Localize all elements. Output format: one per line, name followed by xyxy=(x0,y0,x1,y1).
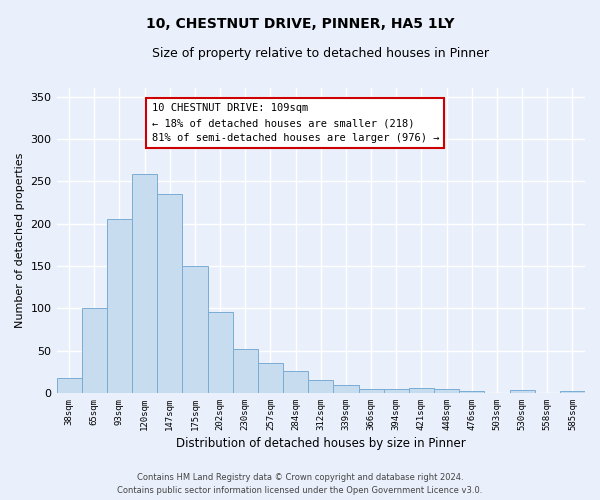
Bar xyxy=(107,220,132,393)
Bar xyxy=(182,266,208,393)
Bar xyxy=(233,349,258,393)
X-axis label: Distribution of detached houses by size in Pinner: Distribution of detached houses by size … xyxy=(176,437,466,450)
Bar xyxy=(383,388,409,393)
Bar xyxy=(409,388,434,393)
Bar xyxy=(509,390,535,393)
Y-axis label: Number of detached properties: Number of detached properties xyxy=(15,153,25,328)
Bar xyxy=(359,388,383,393)
Bar xyxy=(56,378,82,393)
Bar xyxy=(560,392,585,393)
Bar xyxy=(208,312,233,393)
Bar xyxy=(459,392,484,393)
Text: 10, CHESTNUT DRIVE, PINNER, HA5 1LY: 10, CHESTNUT DRIVE, PINNER, HA5 1LY xyxy=(146,18,454,32)
Text: 10 CHESTNUT DRIVE: 109sqm
← 18% of detached houses are smaller (218)
81% of semi: 10 CHESTNUT DRIVE: 109sqm ← 18% of detac… xyxy=(152,104,439,143)
Bar xyxy=(258,364,283,393)
Bar xyxy=(157,194,182,393)
Bar xyxy=(82,308,107,393)
Bar xyxy=(132,174,157,393)
Bar xyxy=(334,386,359,393)
Bar xyxy=(434,388,459,393)
Bar xyxy=(308,380,334,393)
Text: Contains HM Land Registry data © Crown copyright and database right 2024.
Contai: Contains HM Land Registry data © Crown c… xyxy=(118,474,482,495)
Bar xyxy=(283,371,308,393)
Title: Size of property relative to detached houses in Pinner: Size of property relative to detached ho… xyxy=(152,48,489,60)
